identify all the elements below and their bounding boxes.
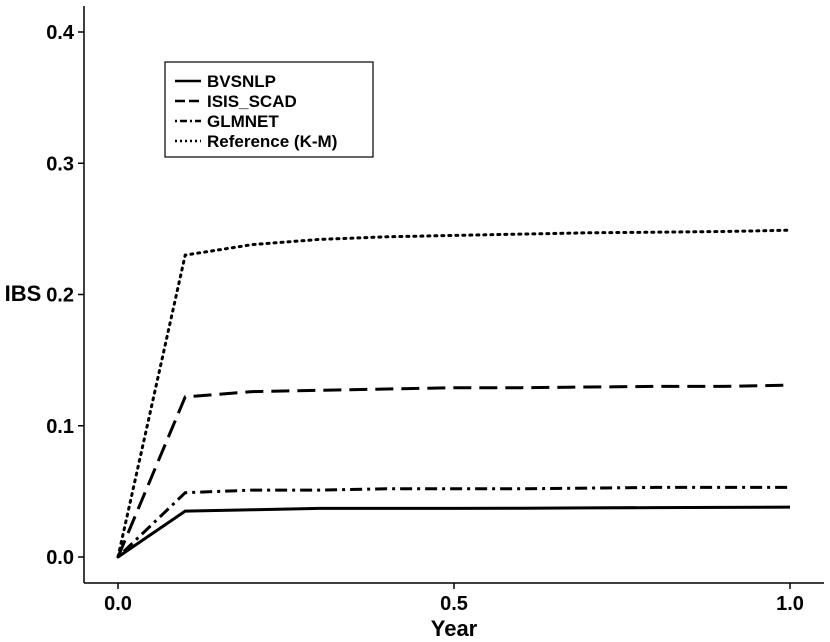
x-axis-title: Year	[431, 616, 478, 641]
y-tick-label: 0.3	[46, 153, 74, 175]
series-line-3	[116, 485, 790, 559]
x-tick-label: 1.0	[776, 593, 804, 615]
x-ticks: 0.0 0.5 1.0	[104, 583, 804, 615]
x-tick-label: 0.5	[440, 593, 468, 615]
series-lines	[116, 228, 792, 559]
legend-label: GLMNET	[207, 112, 279, 131]
series-line-2	[116, 383, 791, 558]
legend-label: ISIS_SCAD	[207, 92, 297, 111]
y-tick-label: 0.1	[46, 416, 74, 438]
y-ticks: 0.0 0.1 0.2 0.3 0.4	[46, 22, 84, 569]
legend-label: BVSNLP	[207, 72, 276, 91]
y-tick-label: 0.2	[46, 285, 74, 307]
legend-label: Reference (K-M)	[207, 132, 337, 151]
series-line-1	[117, 505, 791, 559]
y-axis-title: IBS	[5, 281, 42, 306]
y-tick-label: 0.4	[46, 22, 75, 44]
legend-box	[164, 61, 374, 158]
y-tick-label: 0.0	[46, 547, 74, 569]
x-tick-label: 0.0	[104, 593, 132, 615]
